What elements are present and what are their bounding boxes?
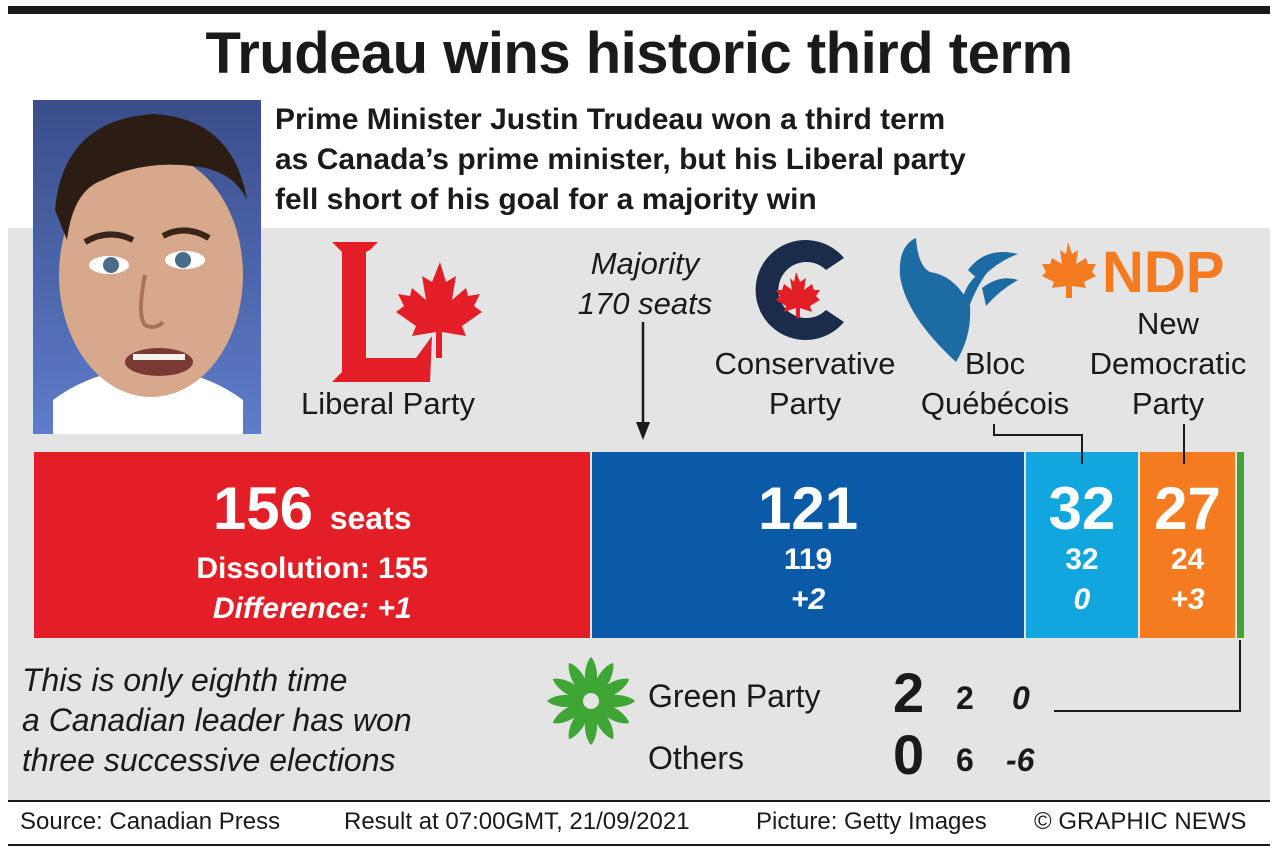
top-rule — [8, 6, 1270, 14]
green-seats: 2 — [893, 661, 925, 724]
ndp-label-line: Democratic — [1089, 346, 1247, 381]
bar-segment-ndp: 27 24 +3 — [1140, 452, 1235, 638]
conservative-label-line: Party — [768, 386, 842, 421]
footer-rule — [8, 800, 1270, 802]
liberal-seats: 156 — [212, 475, 314, 542]
liberal-dissolution: Dissolution: 155 — [196, 552, 429, 585]
conservative-label-line: Conservative — [714, 346, 896, 381]
ndp-logo-text: NDP — [1102, 240, 1224, 300]
trudeau-photo — [33, 100, 261, 434]
conservative-dissolution: 119 — [783, 543, 833, 576]
footer-result: Result at 07:00GMT, 21/09/2021 — [344, 808, 690, 835]
footer-rule-bottom — [8, 844, 1270, 846]
liberal-seats-row: 156 seats — [34, 478, 590, 549]
others-seats: 0 — [893, 723, 925, 786]
others-dissolution: 6 — [956, 742, 974, 778]
bar-segment-conservative: 121 119 +2 — [592, 452, 1024, 638]
ndp-label-line: Party — [1131, 386, 1205, 421]
others-name: Others — [648, 740, 745, 776]
conservative-seats: 121 — [757, 475, 859, 542]
subtitle: Prime Minister Justin Trudeau won a thir… — [275, 100, 1235, 220]
majority-arrow — [633, 322, 653, 442]
majority-label-line: Majority — [590, 246, 700, 281]
conservative-logo — [752, 234, 856, 351]
green-name: Green Party — [648, 678, 821, 714]
majority-label-line: 170 seats — [577, 286, 713, 321]
footer-source: Source: Canadian Press — [20, 808, 281, 835]
green-connector — [1054, 710, 1241, 712]
green-connector — [1239, 640, 1241, 712]
bar-segment-liberal: 156 seats Dissolution: 155 Difference: +… — [34, 452, 591, 638]
footer-picture: Picture: Getty Images — [756, 808, 987, 835]
note-line: three successive elections — [22, 742, 396, 778]
bloc-difference: 0 — [1073, 583, 1091, 616]
note: This is only eighth time a Canadian lead… — [22, 660, 542, 780]
green-difference: 0 — [1012, 680, 1030, 716]
liberal-difference: Difference: +1 — [212, 592, 412, 625]
bloc-connector — [993, 424, 995, 436]
ndp-difference: +3 — [1170, 583, 1205, 616]
liberal-label-line: Liberal Party — [300, 386, 476, 421]
conservative-label: Conservative Party — [690, 344, 920, 424]
bloc-label-line: Bloc — [964, 346, 1026, 381]
bar-segment-green — [1236, 452, 1244, 638]
bloc-connector — [1081, 434, 1083, 464]
green-dissolution: 2 — [956, 680, 974, 716]
footer-credit: © GRAPHIC NEWS — [1034, 808, 1247, 835]
green-logo — [546, 656, 636, 751]
subtitle-line: fell short of his goal for a majority wi… — [275, 183, 817, 216]
subtitle-line: as Canada’s prime minister, but his Libe… — [275, 143, 966, 176]
liberal-logo — [326, 240, 486, 390]
subtitle-line: Prime Minister Justin Trudeau won a thir… — [275, 103, 946, 136]
conservative-difference: +2 — [790, 583, 826, 616]
bloc-label: Bloc Québécois — [900, 344, 1090, 424]
ndp-label-line: New — [1136, 306, 1199, 341]
bloc-connector — [993, 434, 1083, 436]
ndp-logo: NDP — [1040, 240, 1258, 305]
bloc-seats: 32 — [1048, 475, 1116, 542]
note-line: a Canadian leader has won — [22, 702, 412, 738]
ndp-label: New Democratic Party — [1068, 304, 1268, 424]
ndp-connector — [1183, 424, 1185, 464]
bloc-label-line: Québécois — [920, 386, 1070, 421]
ndp-dissolution: 24 — [1170, 543, 1205, 576]
liberal-label: Liberal Party — [260, 384, 516, 424]
page-title: Trudeau wins historic third term — [205, 21, 1073, 86]
majority-label: Majority 170 seats — [545, 244, 745, 324]
bar-segment-bloc: 32 32 0 — [1025, 452, 1139, 638]
ndp-seats: 27 — [1154, 475, 1221, 542]
bloc-logo — [896, 236, 1020, 369]
others-difference: -6 — [1006, 742, 1035, 778]
liberal-seats-unit: seats — [329, 500, 412, 536]
note-line: This is only eighth time — [22, 662, 348, 698]
bloc-dissolution: 32 — [1065, 543, 1099, 576]
